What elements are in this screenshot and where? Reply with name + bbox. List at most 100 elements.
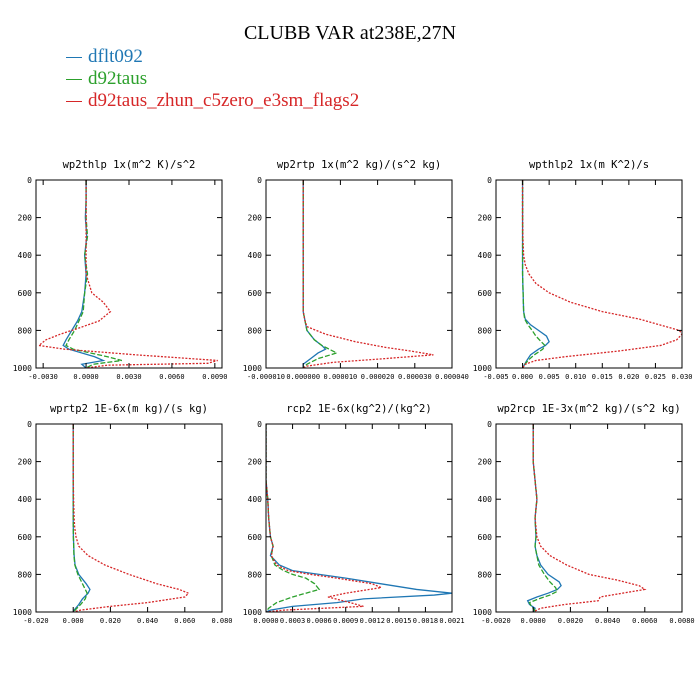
x-tick-label: 0.015 <box>592 373 613 381</box>
series-line <box>521 180 682 368</box>
y-tick-label: 400 <box>478 251 493 260</box>
x-tick-label: -0.0030 <box>28 373 58 381</box>
panel-title: wp2thlp 1x(m^2 K)/s^2 <box>63 159 196 171</box>
x-tick-label: 0.0040 <box>595 617 620 625</box>
figure-title: CLUBB VAR at238E,27N <box>243 22 457 44</box>
x-tick-label: 0.0000 <box>521 617 546 625</box>
x-tick-label: 0.010 <box>565 373 586 381</box>
y-tick-label: 400 <box>248 251 263 260</box>
panel-title: wp2rcp 1E-3x(m^2 kg)/(s^2 kg) <box>497 403 680 415</box>
y-tick-label: 0 <box>487 420 492 429</box>
legend-label: d92taus <box>88 68 148 89</box>
profile-panel: rcp2 1E-6x(kg^2)/(kg^2) 0 200 400 600 800 1000… <box>243 403 465 625</box>
series-group <box>302 180 434 368</box>
series-group <box>72 424 190 612</box>
y-tick-label: 600 <box>248 289 263 298</box>
y-tick-label: 200 <box>248 458 263 467</box>
panel-title: wpthlp2 1x(m K^2)/s <box>529 159 649 171</box>
legend-entry: d92taus_zhun_c5zero_e3sm_flags2 <box>66 90 359 112</box>
x-tick-label: -0.020 <box>23 617 48 625</box>
profile-panel: wp2thlp 1x(m^2 K)/s^2 0 200 400 600 800 1000-0… <box>13 159 228 381</box>
x-tick-label: 0.000010 <box>324 373 358 381</box>
x-tick-label: 0.0020 <box>558 617 583 625</box>
y-tick-label: 600 <box>248 533 263 542</box>
x-tick-label: 0.0021 <box>439 617 464 625</box>
series-group <box>521 180 682 368</box>
x-tick-label: 0.040 <box>137 617 158 625</box>
y-tick-label: 200 <box>248 214 263 223</box>
x-tick-label: 0.000030 <box>398 373 432 381</box>
y-tick-label: 800 <box>248 326 263 335</box>
series-line <box>266 424 452 612</box>
x-tick-label: 0.0018 <box>413 617 438 625</box>
y-tick-label: 200 <box>478 214 493 223</box>
x-tick-label: 0.020 <box>100 617 121 625</box>
y-tick-label: 0 <box>257 420 262 429</box>
y-tick-label: 600 <box>18 289 33 298</box>
legend-swatch <box>66 56 82 58</box>
plot-frame <box>495 179 683 369</box>
y-tick-label: 400 <box>248 495 263 504</box>
series-group <box>266 424 452 612</box>
y-tick-label: 800 <box>478 570 493 579</box>
x-tick-label: 0.060 <box>174 617 195 625</box>
x-tick-label: 0.0090 <box>202 373 227 381</box>
series-line <box>532 424 647 612</box>
y-tick-label: 200 <box>18 214 33 223</box>
panel-title: wprtp2 1E-6x(m kg)/(s kg) <box>50 403 208 415</box>
x-tick-label: 0.0060 <box>159 373 184 381</box>
legend-entry: dflt092 <box>66 46 359 68</box>
profile-panel: wprtp2 1E-6x(m kg)/(s kg) 0 200 400 600 800 10… <box>13 403 233 625</box>
y-tick-label: 1000 <box>243 364 262 373</box>
series-line <box>65 180 123 368</box>
series-line <box>37 180 218 368</box>
y-tick-label: 800 <box>248 570 263 579</box>
y-tick-label: 400 <box>18 495 33 504</box>
x-tick-label: 0.000040 <box>435 373 469 381</box>
x-tick-label: 0.0080 <box>669 617 694 625</box>
x-tick-label: 0.0060 <box>632 617 657 625</box>
legend-swatch <box>66 100 82 102</box>
legend-entry: d92taus <box>66 68 359 90</box>
series-line <box>266 424 321 612</box>
y-tick-label: 800 <box>18 570 33 579</box>
y-tick-label: 0 <box>487 176 492 185</box>
y-tick-label: 800 <box>18 326 33 335</box>
y-tick-label: 600 <box>18 533 33 542</box>
x-tick-label: 0.0015 <box>386 617 411 625</box>
series-line <box>302 180 339 368</box>
x-tick-label: 0.000 <box>512 373 533 381</box>
x-tick-label: 0.0006 <box>306 617 331 625</box>
y-tick-label: 600 <box>478 289 493 298</box>
y-tick-label: 1000 <box>243 608 262 617</box>
x-tick-label: 0.0000 <box>253 617 278 625</box>
plot-frame <box>35 179 223 369</box>
x-tick-label: 0.0000 <box>73 373 98 381</box>
x-tick-label: 0.000000 <box>286 373 320 381</box>
y-tick-label: 600 <box>478 533 493 542</box>
series-line <box>521 180 546 368</box>
y-tick-label: 800 <box>478 326 493 335</box>
series-line <box>521 180 550 368</box>
x-tick-label: 0.000 <box>63 617 84 625</box>
series-line <box>266 424 384 612</box>
x-tick-label: 0.0012 <box>360 617 385 625</box>
y-tick-label: 0 <box>27 420 32 429</box>
series-line <box>72 424 190 612</box>
y-tick-label: 400 <box>478 495 493 504</box>
y-tick-label: 0 <box>27 176 32 185</box>
x-tick-label: 0.025 <box>645 373 666 381</box>
series-line <box>302 180 434 368</box>
series-group <box>37 180 218 368</box>
y-tick-label: 1000 <box>13 364 32 373</box>
y-tick-label: 1000 <box>473 364 492 373</box>
legend-swatch <box>66 78 82 80</box>
y-tick-label: 0 <box>257 176 262 185</box>
y-tick-label: 1000 <box>13 608 32 617</box>
legend-label: dflt092 <box>88 46 143 67</box>
profile-panel: wp2rtp 1x(m^2 kg)/(s^2 kg) 0 200 400 600 800 1… <box>243 159 469 381</box>
x-tick-label: -0.0020 <box>481 617 511 625</box>
x-tick-label: -0.005 <box>483 373 508 381</box>
